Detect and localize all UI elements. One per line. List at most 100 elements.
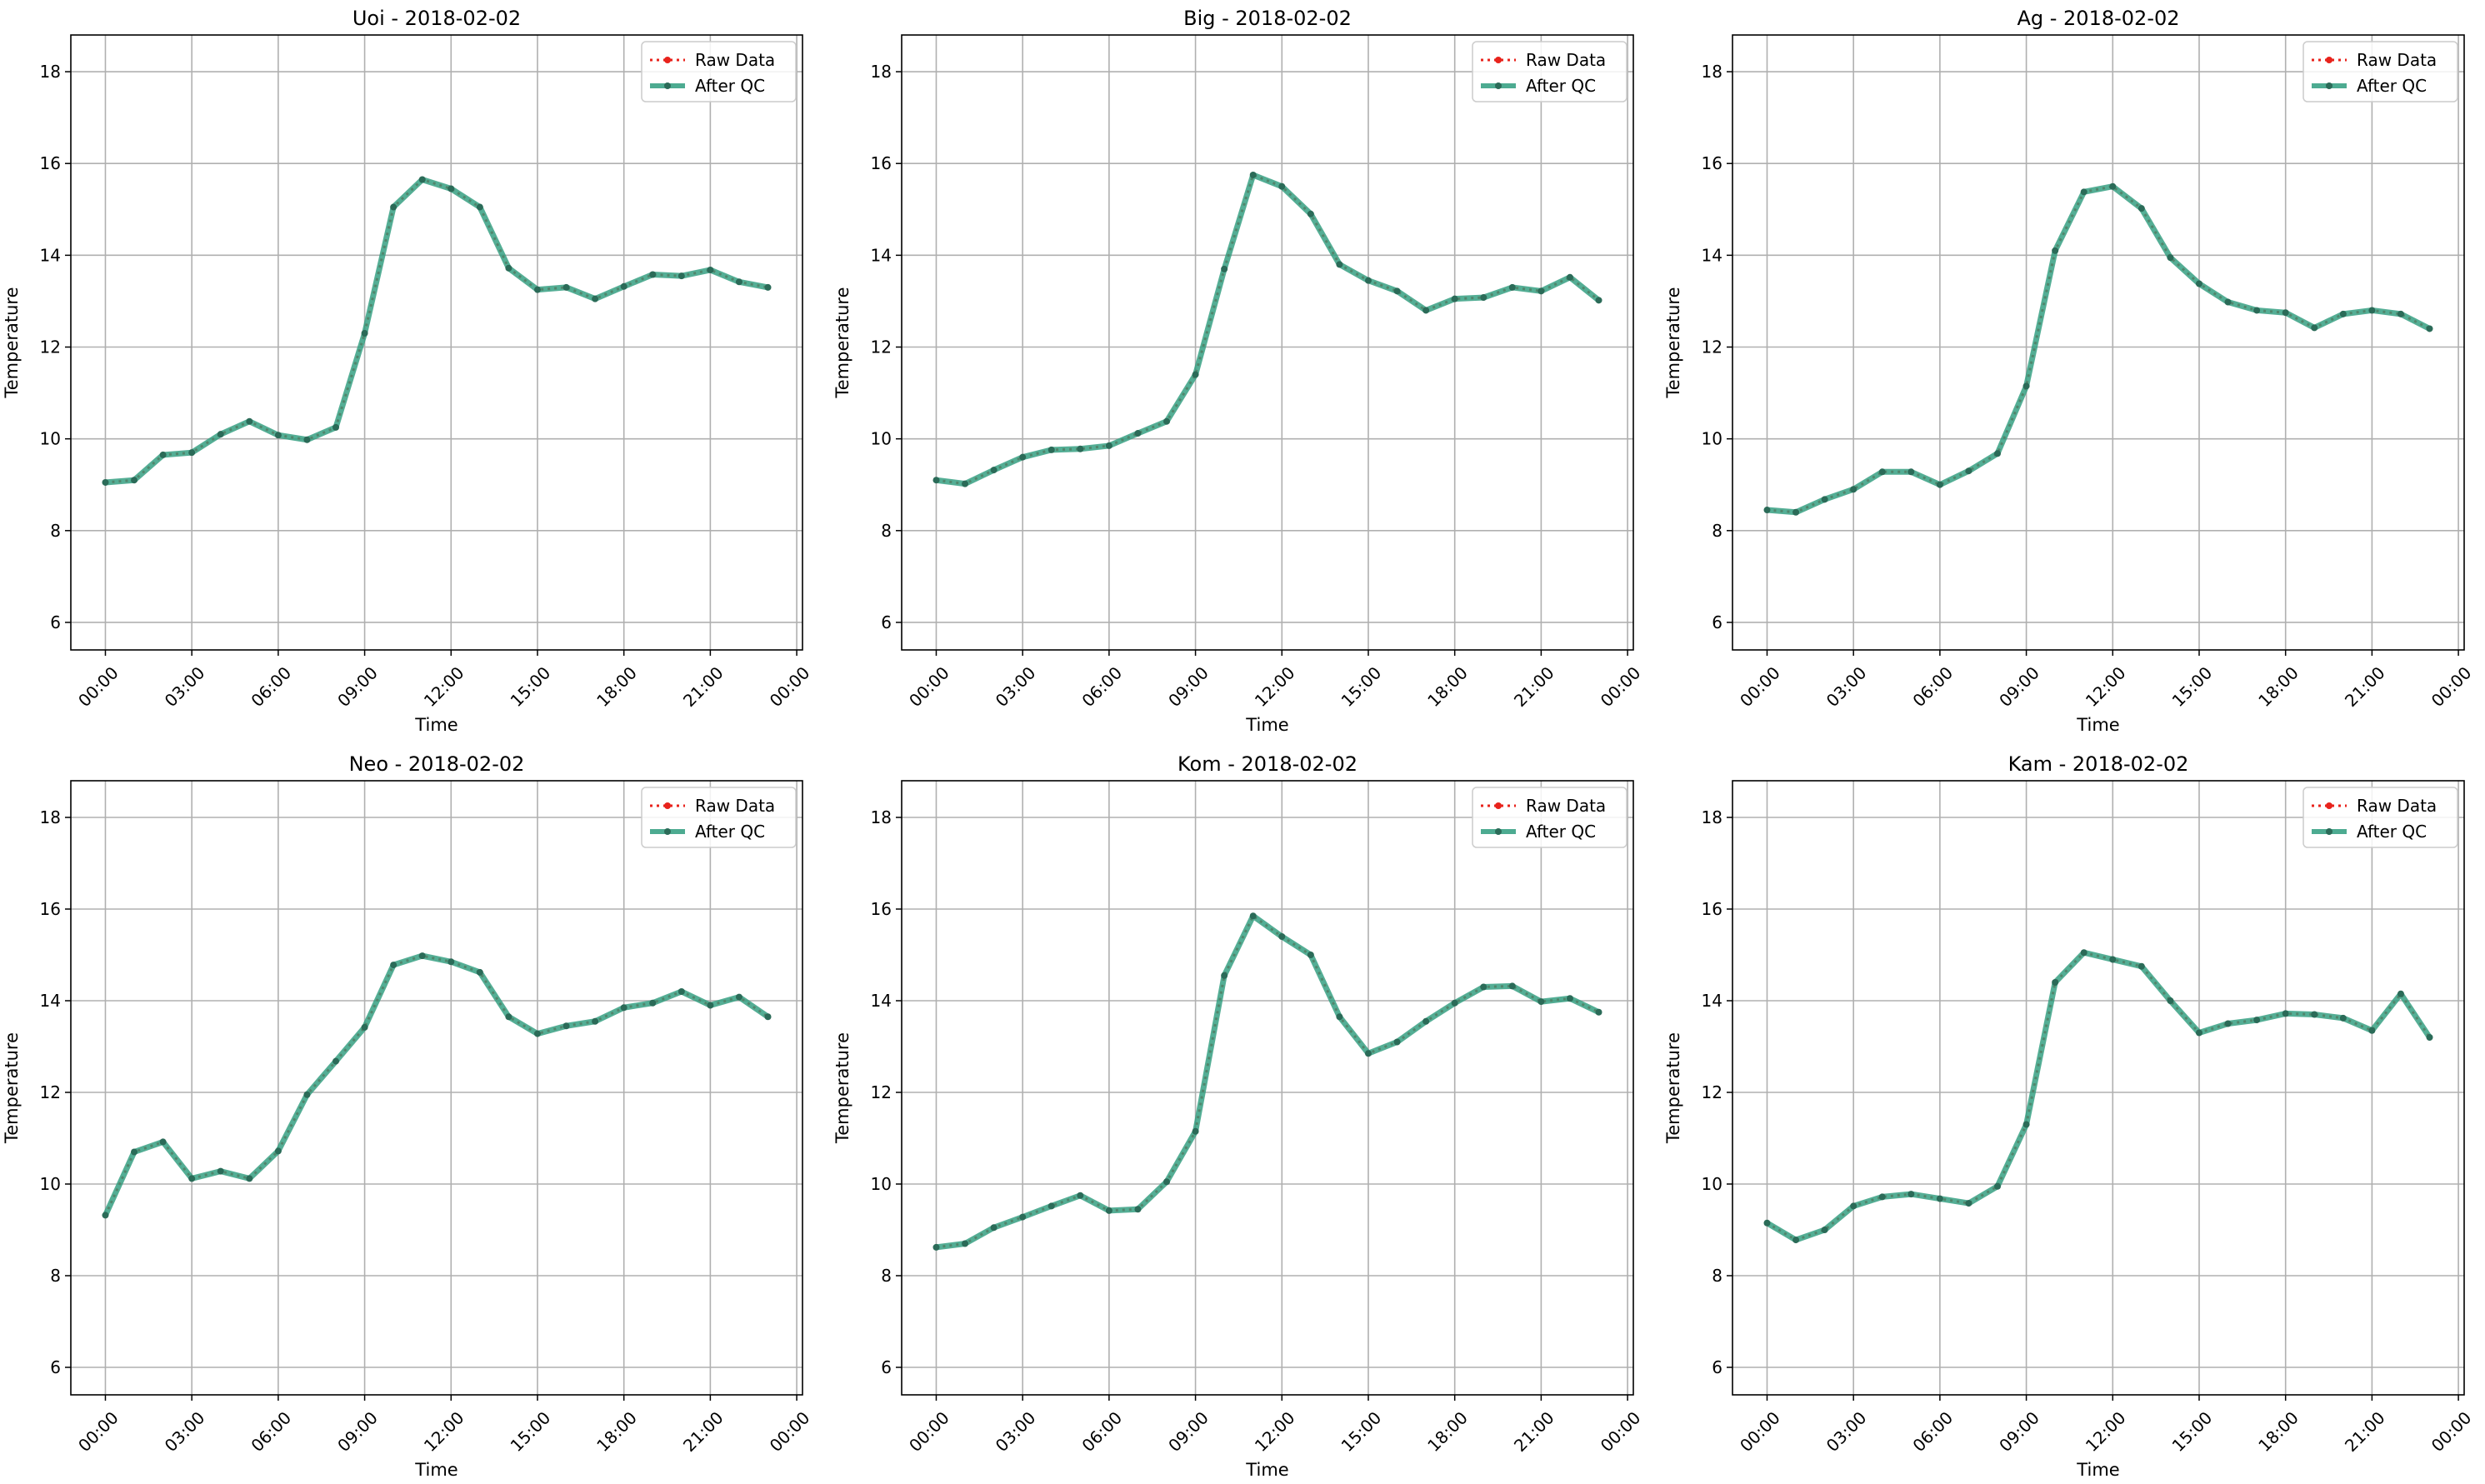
point-qc <box>2224 1020 2232 1027</box>
x-tick-label: 21:00 <box>679 662 728 711</box>
subplot-title: Big - 2018-02-02 <box>1183 7 1352 30</box>
x-tick-label: 00:00 <box>1597 662 1645 711</box>
grid <box>1732 35 2464 650</box>
point-qc <box>2167 254 2174 262</box>
point-qc <box>2253 1017 2261 1024</box>
point-qc <box>102 478 109 486</box>
point-qc <box>188 1175 196 1182</box>
point-qc <box>1163 1178 1171 1186</box>
series-line-qc <box>1765 949 2432 1243</box>
x-tick-label: 06:00 <box>1908 1407 1957 1456</box>
point-qc <box>764 283 772 291</box>
y-tick-label: 18 <box>40 807 61 827</box>
x-tick-label: 15:00 <box>1338 1407 1386 1456</box>
point-qc <box>418 176 426 183</box>
subplot-4: 6 8 10 12 14 16 18 00:00 03:00 06:00 09:00 12:00 15:… <box>2 752 813 1480</box>
x-tick-label: 00:00 <box>1736 1407 1784 1456</box>
point-qc <box>1336 261 1343 268</box>
y-tick-label: 6 <box>1712 612 1722 632</box>
legend-marker-qc <box>664 82 671 89</box>
y-tick-label: 14 <box>871 991 892 1011</box>
x-tick-label: 06:00 <box>1908 662 1957 711</box>
series-line-raw <box>1767 185 2431 514</box>
x-tick-label: 06:00 <box>247 1407 295 1456</box>
point-qc <box>1821 496 1828 503</box>
y-tick-label: 14 <box>1702 245 1722 265</box>
legend-label-raw: Raw Data <box>2357 796 2437 816</box>
y-tick-label: 10 <box>1702 1174 1722 1194</box>
x-tick-label: 06:00 <box>1078 662 1126 711</box>
x-tick-label: 00:00 <box>1597 1407 1645 1456</box>
legend-label-qc: After QC <box>695 76 765 96</box>
y-tick-label: 12 <box>40 337 61 357</box>
point-qc <box>2339 310 2347 317</box>
point-qc <box>2109 956 2117 963</box>
point-qc <box>1019 1213 1027 1221</box>
point-qc <box>649 999 657 1007</box>
y-tick-label: 6 <box>881 1357 892 1377</box>
point-qc <box>1451 999 1458 1007</box>
y-tick-label: 16 <box>40 899 61 919</box>
point-qc <box>332 423 340 431</box>
x-tick-label: 09:00 <box>333 1407 382 1456</box>
x-tick-label: 15:00 <box>1338 662 1386 711</box>
legend-marker-raw <box>664 57 671 63</box>
x-tick-label: 15:00 <box>507 1407 555 1456</box>
point-qc <box>2080 188 2088 196</box>
x-axis-label: Time <box>2076 715 2119 735</box>
legend: Raw Data After QC <box>2302 787 2458 848</box>
y-tick-label: 10 <box>40 1174 61 1194</box>
x-tick-label: 18:00 <box>1423 662 1472 711</box>
legend-label-qc: After QC <box>2357 822 2427 842</box>
x-tick-label: 09:00 <box>1164 662 1212 711</box>
point-qc <box>1134 1206 1142 1213</box>
point-qc <box>102 1212 109 1219</box>
point-qc <box>361 329 368 337</box>
point-qc <box>990 467 998 474</box>
point-qc <box>962 1240 969 1247</box>
point-qc <box>2022 382 2030 390</box>
point-qc <box>1105 442 1112 449</box>
y-tick-label: 18 <box>1702 807 1722 827</box>
point-qc <box>2167 997 2174 1004</box>
point-qc <box>1595 297 1602 304</box>
point-qc <box>303 1091 311 1098</box>
series-line-qc <box>936 912 1601 1251</box>
series-line-qc <box>1767 183 2432 516</box>
x-tick-label: 21:00 <box>679 1407 728 1456</box>
x-tick-label: 12:00 <box>420 1407 468 1456</box>
legend: Raw Data After QC <box>2302 41 2458 102</box>
point-qc <box>2052 979 2059 986</box>
legend-marker-raw <box>2326 57 2332 63</box>
point-qc <box>2311 324 2318 332</box>
y-tick-label: 8 <box>881 521 892 541</box>
y-axis-label: Temperature <box>832 287 852 398</box>
y-tick-label: 10 <box>871 1174 892 1194</box>
y-tick-label: 10 <box>1702 429 1722 449</box>
point-qc <box>764 1013 772 1021</box>
point-qc <box>2109 182 2117 190</box>
point-qc <box>131 1148 138 1156</box>
point-qc <box>707 266 714 273</box>
series <box>1763 949 2433 1244</box>
x-tick-label: 18:00 <box>592 662 641 711</box>
y-tick-label: 12 <box>1702 337 1722 357</box>
point-qc <box>505 264 512 272</box>
subplot-1: 6 8 10 12 14 16 18 00:00 03:00 06:00 09:00 12:00 15:… <box>2 7 813 735</box>
x-tick-label: 00:00 <box>1736 662 1784 711</box>
x-tick-label: 18:00 <box>1423 1407 1472 1456</box>
x-tick-label: 00:00 <box>766 662 814 711</box>
point-qc <box>1850 1202 1858 1210</box>
point-qc <box>1480 983 1488 991</box>
point-qc <box>678 272 685 280</box>
point-qc <box>1393 287 1401 295</box>
y-tick-label: 8 <box>1712 1266 1722 1286</box>
legend-label-raw: Raw Data <box>1526 50 1606 70</box>
y-tick-label: 12 <box>871 1082 892 1102</box>
y-tick-label: 10 <box>40 429 61 449</box>
y-tick-label: 14 <box>40 245 61 265</box>
point-qc <box>1221 972 1228 979</box>
point-qc <box>2282 309 2289 317</box>
point-qc <box>1908 468 1915 476</box>
point-qc <box>932 477 940 484</box>
